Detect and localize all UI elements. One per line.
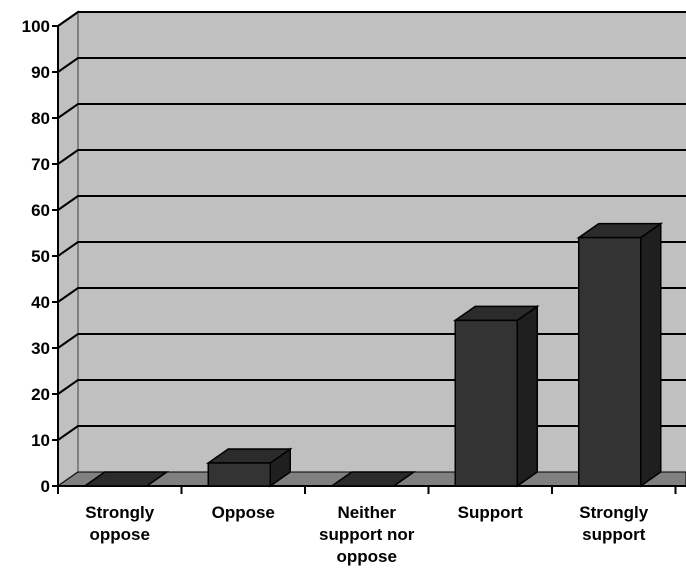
x-category-label: Strongly oppose (85, 503, 154, 544)
x-category-label: Support (458, 503, 523, 522)
x-category-label: Strongly support (579, 503, 648, 544)
bar-front (578, 236, 642, 487)
bar (329, 471, 417, 487)
x-category-label: Oppose (212, 503, 275, 522)
bar (205, 447, 293, 488)
x-category-label: Neither support nor oppose (319, 503, 415, 566)
y-tick-label: 60 (31, 201, 50, 220)
y-tick-label: 70 (31, 155, 50, 174)
bar-front (207, 462, 271, 487)
bar (82, 471, 170, 487)
y-tick-label: 40 (31, 293, 50, 312)
gridline (57, 241, 686, 257)
y-axis: 0 10 20 30 40 50 60 70 80 90 100 (22, 17, 59, 496)
y-tick-label: 30 (31, 339, 50, 358)
bar-top (329, 471, 417, 487)
gridline (57, 57, 686, 73)
y-tick-label: 0 (41, 477, 50, 496)
gridline (57, 103, 686, 119)
gridline (57, 195, 686, 211)
gridline (57, 11, 686, 27)
bar (452, 304, 540, 488)
y-tick-label: 90 (31, 63, 50, 82)
bar-side (640, 222, 662, 488)
gridline (57, 287, 686, 303)
bars (82, 222, 664, 488)
bar-front (454, 319, 518, 487)
bar (576, 222, 664, 488)
x-axis: Strongly oppose Oppose Neither support nor op… (57, 485, 686, 566)
gridline (57, 149, 686, 165)
y-tick-label: 80 (31, 109, 50, 128)
y-tick-label: 20 (31, 385, 50, 404)
bar-side (516, 304, 538, 488)
y-tick-label: 100 (22, 17, 50, 36)
bar-top (82, 471, 170, 487)
gridlines (57, 11, 686, 441)
y-tick-label: 50 (31, 247, 50, 266)
y-tick-label: 10 (31, 431, 50, 450)
